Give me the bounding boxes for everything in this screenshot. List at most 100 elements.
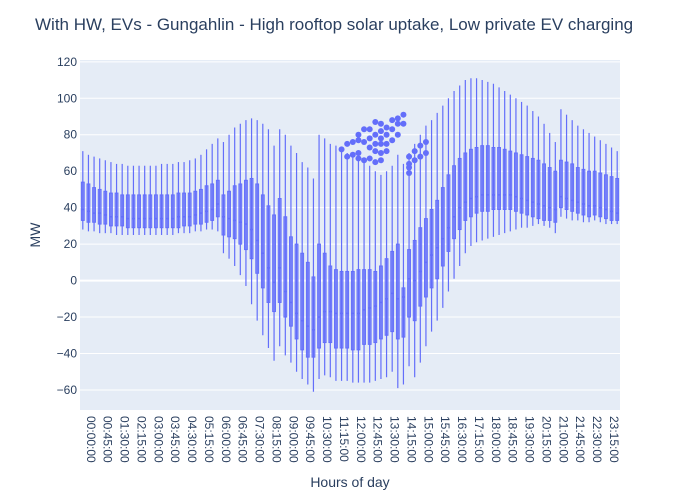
box-item: [407, 152, 411, 367]
box-item: [412, 143, 417, 378]
box-item: [221, 142, 226, 254]
outlier-point: [422, 149, 429, 156]
box-item: [615, 151, 620, 225]
box-body: [137, 194, 141, 229]
outlier-point: [394, 120, 401, 127]
x-tick-label: 00:00:00: [84, 416, 98, 463]
outlier-point: [417, 142, 424, 149]
box-body: [587, 170, 591, 218]
box-item: [440, 105, 445, 308]
box-item: [193, 158, 198, 232]
box-body: [502, 148, 507, 210]
outlier-point: [344, 153, 351, 160]
box-item: [609, 147, 614, 225]
box-body: [559, 159, 563, 209]
chart-title: With HW, EVs - Gungahlin - High rooftop …: [35, 15, 633, 34]
outlier-point: [389, 126, 396, 133]
box-item: [272, 145, 276, 361]
y-tick-label: 20: [64, 237, 78, 251]
box-item: [373, 171, 378, 381]
box-item: [232, 127, 237, 266]
box-body: [519, 154, 524, 214]
box-body: [592, 170, 597, 216]
outlier-point: [377, 135, 384, 142]
box-body: [272, 214, 276, 313]
box-body: [463, 152, 468, 221]
box-item: [564, 114, 569, 219]
box-item: [429, 120, 434, 332]
box-item: [604, 143, 608, 225]
box-item: [570, 120, 575, 221]
box-body: [530, 157, 535, 218]
box-item: [435, 112, 440, 321]
box-item: [244, 120, 248, 287]
box-item: [328, 143, 333, 378]
box-body: [260, 194, 265, 289]
box-body: [367, 269, 372, 345]
box-body: [187, 192, 192, 227]
box-body: [165, 194, 170, 229]
box-item: [260, 123, 265, 336]
box-body: [170, 194, 175, 229]
box-body: [322, 252, 327, 344]
box-body: [109, 192, 113, 227]
outlier-point: [372, 159, 379, 166]
outlier-point: [400, 111, 407, 118]
box-item: [187, 160, 192, 234]
box-body: [238, 183, 243, 245]
box-item: [80, 151, 85, 230]
box-body: [227, 190, 231, 238]
box-item: [289, 145, 293, 363]
outlier-point: [361, 139, 368, 146]
outlier-point: [406, 170, 413, 177]
box-item: [311, 178, 316, 392]
box-item: [165, 163, 170, 235]
outlier-point: [361, 157, 368, 164]
box-body: [609, 176, 614, 221]
box-item: [463, 80, 468, 254]
box-item: [469, 78, 473, 246]
box-body: [221, 194, 226, 236]
x-tick-label: 21:00:00: [556, 416, 570, 463]
outlier-point: [349, 139, 356, 146]
box-item: [277, 129, 282, 347]
x-tick-label: 20:15:00: [539, 416, 553, 463]
box-item: [86, 154, 91, 232]
x-tick-label: 03:45:00: [168, 416, 182, 463]
box-item: [514, 98, 518, 230]
box-item: [581, 129, 586, 223]
box-body: [491, 147, 496, 210]
outlier-point: [383, 140, 390, 147]
box-body: [103, 190, 108, 225]
box-item: [519, 101, 524, 228]
box-body: [142, 194, 147, 229]
x-tick-label: 11:15:00: [337, 416, 351, 462]
box-body: [244, 179, 248, 251]
box-item: [575, 125, 580, 221]
outlier-point: [422, 139, 429, 146]
outlier-point: [349, 151, 356, 158]
box-item: [294, 152, 299, 372]
box-body: [199, 188, 203, 225]
box-item: [367, 165, 372, 383]
box-item: [491, 83, 496, 237]
box-body: [429, 208, 434, 289]
box-body: [424, 218, 428, 298]
box-body: [294, 243, 299, 340]
box-body: [339, 270, 344, 349]
x-tick-label: 13:30:00: [388, 416, 402, 463]
box-item: [204, 149, 209, 230]
outlier-point: [361, 126, 368, 133]
box-body: [255, 183, 260, 274]
box-body: [536, 159, 541, 220]
box-body: [497, 147, 501, 210]
box-body: [305, 261, 310, 358]
x-tick-label: 14:15:00: [404, 416, 418, 463]
outlier-point: [406, 153, 413, 160]
x-tick-label: 02:15:00: [134, 416, 148, 463]
box-body: [446, 174, 451, 252]
x-tick-label: 10:30:00: [320, 416, 334, 463]
box-body: [148, 194, 153, 229]
box-item: [559, 109, 563, 217]
box-body: [289, 236, 293, 327]
